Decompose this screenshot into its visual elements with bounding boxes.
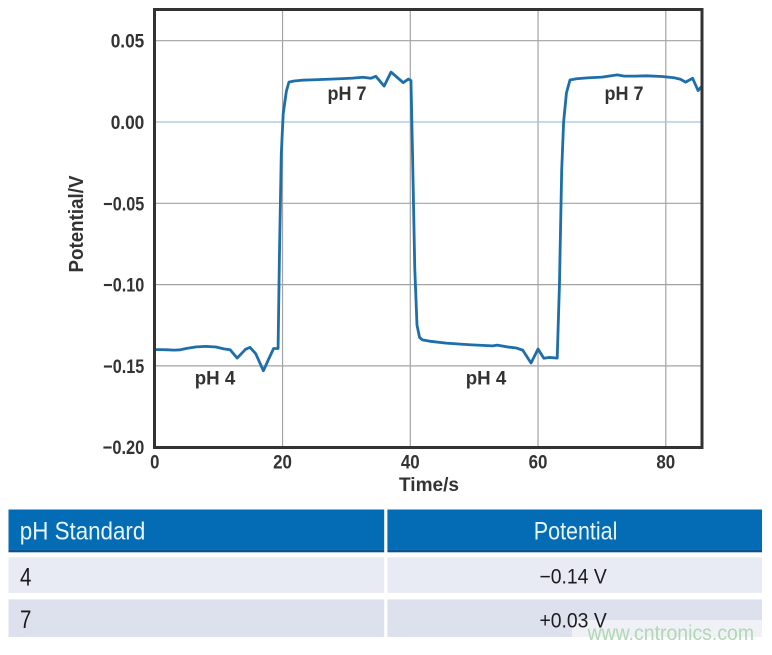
svg-text:−0.14 V: −0.14 V [539, 566, 606, 589]
svg-text:pH 4: pH 4 [466, 368, 507, 390]
svg-text:−0.20: −0.20 [103, 437, 145, 459]
svg-text:Potential/V: Potential/V [65, 175, 88, 272]
svg-text:+0.03 V: +0.03 V [539, 610, 606, 633]
svg-text:pH Standard: pH Standard [20, 518, 146, 546]
svg-text:0.00: 0.00 [111, 112, 145, 134]
svg-text:Time/s: Time/s [399, 474, 459, 496]
svg-text:60: 60 [529, 451, 548, 473]
svg-text:80: 80 [656, 451, 675, 473]
svg-text:pH 7: pH 7 [605, 83, 644, 105]
svg-text:pH 4: pH 4 [195, 368, 236, 390]
svg-text:40: 40 [401, 451, 420, 473]
svg-text:www.cntronics.com: www.cntronics.com [587, 622, 755, 645]
svg-text:−0.15: −0.15 [103, 356, 144, 378]
svg-text:20: 20 [273, 451, 292, 473]
svg-text:Potential: Potential [534, 518, 618, 546]
svg-text:−0.10: −0.10 [103, 275, 144, 297]
svg-text:−0.05: −0.05 [103, 193, 144, 215]
svg-text:pH 7: pH 7 [328, 83, 367, 105]
svg-text:0.05: 0.05 [111, 31, 145, 53]
svg-text:4: 4 [20, 563, 31, 591]
svg-text:7: 7 [20, 606, 31, 634]
svg-text:0: 0 [150, 451, 159, 473]
